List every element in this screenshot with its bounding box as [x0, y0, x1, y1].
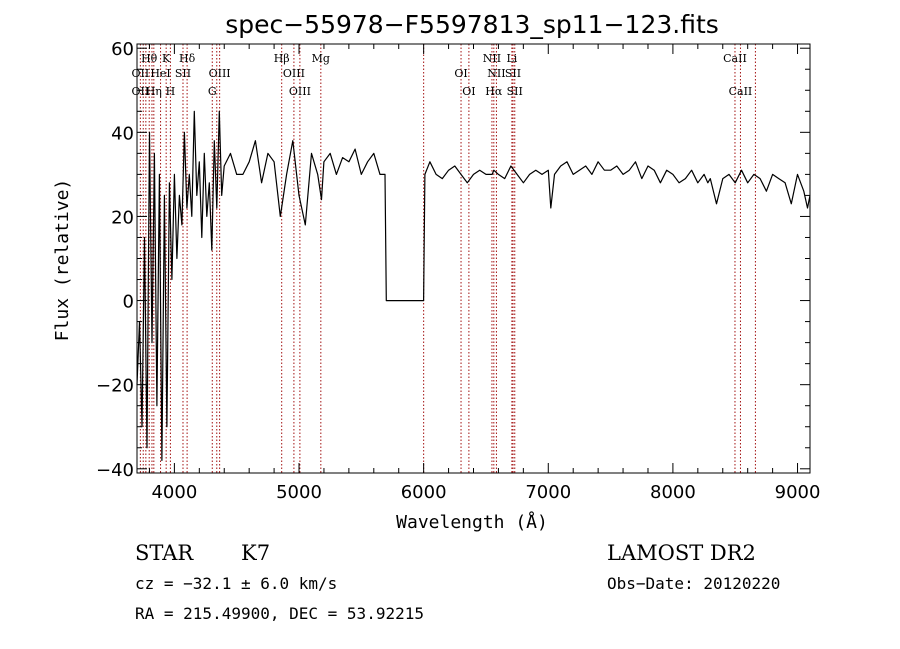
spectrum-series [136, 110, 811, 461]
spectral-line-label: OIII [283, 67, 305, 80]
y-tick-label: −20 [96, 376, 134, 397]
spectral-line-label: Hδ [179, 52, 196, 65]
spectral-line-label: Li [506, 52, 517, 65]
x-tick-label: 5000 [276, 482, 322, 503]
spectral-line-label: OII [132, 85, 150, 98]
spectral-line-label: CaII [723, 52, 747, 65]
y-axis: −40 −20 0 20 40 60 [96, 39, 810, 481]
spectral-line-label: OIII [209, 67, 231, 80]
spectral-line-label: G [208, 85, 217, 98]
y-tick-label: 60 [111, 39, 134, 60]
x-tick-label: 6000 [401, 482, 447, 503]
ra-dec-coordinates: RA = 215.49900, DEC = 53.92215 [135, 604, 424, 623]
spectral-line-label: K [162, 52, 171, 65]
chart-title: spec−55978−F5597813_sp11−123.fits [225, 10, 719, 39]
x-tick-label: 4000 [151, 482, 197, 503]
spectral-line-label: CaII [729, 85, 753, 98]
spectral-line-label: OIII [289, 85, 311, 98]
x-axis: 4000 5000 6000 7000 8000 9000 [148, 44, 821, 503]
spectral-line-label: Mg [312, 52, 330, 65]
spectral-line-label: OI [462, 85, 475, 98]
spectral-line-label: HeI [150, 67, 170, 80]
spectral-line-label: Hθ [141, 52, 158, 65]
y-tick-label: 20 [111, 207, 134, 228]
spectral-line-label: NII [487, 67, 505, 80]
x-axis-label: Wavelength (Å) [396, 511, 548, 533]
plot-frame [136, 43, 811, 474]
spectral-line-label: SII [175, 67, 191, 80]
spectral-line-label: OII [132, 67, 150, 80]
redshift-velocity: cz = −32.1 ± 6.0 km/s [135, 574, 337, 593]
x-tick-label: 9000 [775, 482, 821, 503]
spectral-line-label: SII [507, 85, 523, 98]
spectral-line-markers [139, 44, 756, 473]
object-subclass: K7 [241, 541, 270, 565]
spectrum-layer [136, 110, 811, 461]
spectral-line-label: H [166, 85, 176, 98]
object-class: STAR [135, 541, 194, 565]
observation-date: Obs−Date: 20120220 [607, 574, 780, 593]
spectral-line-label: OI [454, 67, 467, 80]
spectral-line-label: NII [483, 52, 501, 65]
y-axis-label: Flux (relative) [52, 179, 73, 342]
spectral-line-label: Hα [485, 85, 503, 98]
y-tick-label: 0 [123, 292, 134, 313]
spectral-line-label: Hβ [274, 52, 290, 65]
spectral-line-label: SII [505, 67, 521, 80]
x-tick-label: 8000 [650, 482, 696, 503]
survey-name: LAMOST DR2 [607, 541, 756, 565]
y-tick-label: 40 [111, 123, 134, 144]
y-tick-label: −40 [96, 460, 134, 481]
spectral-line-labels: HθOIIOIIHηHeIKSIIHHδOIIIGHβOIIIOIIIMgOIO… [132, 52, 753, 98]
spectral-line-label: Hη [146, 85, 162, 98]
x-tick-label: 7000 [525, 482, 571, 503]
